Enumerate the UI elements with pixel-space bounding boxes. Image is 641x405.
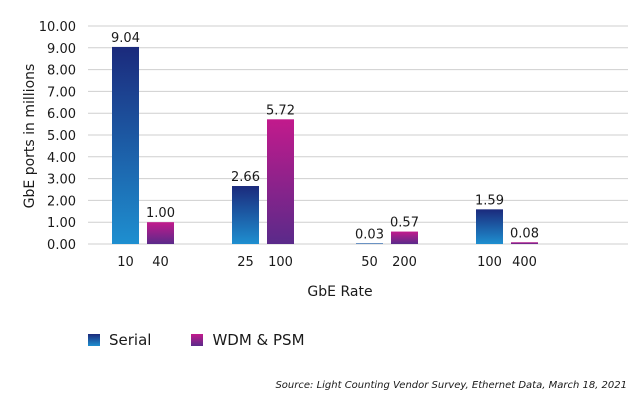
bar-value-label: 0.57 <box>390 216 419 231</box>
x-tick-label: 100 <box>268 255 293 270</box>
x-tick-label: 10 <box>117 255 134 270</box>
bar-value-label: 1.00 <box>146 206 175 221</box>
x-tick-label: 400 <box>512 255 537 270</box>
legend-swatch-serial <box>88 334 100 346</box>
legend-swatch-wdm-psm <box>191 334 204 346</box>
y-tick-label: 10.00 <box>39 20 76 35</box>
x-tick-label: 100 <box>477 255 502 270</box>
legend-item-serial: Serial <box>88 331 151 349</box>
y-tick-label: 3.00 <box>47 173 76 188</box>
y-tick-label: 1.00 <box>47 216 76 231</box>
bar-wdm-psm <box>147 222 174 244</box>
legend: Serial WDM & PSM <box>88 331 345 349</box>
x-axis-label: GbE Rate <box>307 284 372 300</box>
bar-value-label: 0.08 <box>510 226 539 241</box>
x-tick-label: 25 <box>237 255 254 270</box>
y-tick-label: 2.00 <box>47 194 76 209</box>
bar-serial <box>476 209 503 244</box>
bar-value-label: 9.04 <box>111 31 140 46</box>
source-note: Source: Light Counting Vendor Survey, Et… <box>275 380 627 391</box>
x-tick-label: 50 <box>361 255 378 270</box>
y-tick-label: 7.00 <box>47 85 76 100</box>
legend-label-wdm-psm: WDM & PSM <box>212 331 305 349</box>
bar-serial <box>232 186 259 244</box>
y-tick-label: 8.00 <box>47 64 76 79</box>
bar-value-label: 1.59 <box>475 193 504 208</box>
y-tick-label: 9.00 <box>47 42 76 57</box>
y-tick-label: 0.00 <box>47 238 76 253</box>
x-tick-label: 40 <box>152 255 169 270</box>
bar-value-label: 0.03 <box>355 227 384 242</box>
y-axis-label: GbE ports in millions <box>22 64 38 209</box>
bar-serial <box>356 243 383 244</box>
bar-value-label: 5.72 <box>266 103 295 118</box>
bar-value-label: 2.66 <box>231 170 260 185</box>
bar-wdm-psm <box>391 231 418 244</box>
legend-label-serial: Serial <box>109 331 152 349</box>
y-tick-label: 5.00 <box>47 129 76 144</box>
bar-wdm-psm <box>511 242 538 244</box>
x-tick-label: 200 <box>392 255 417 270</box>
bar-wdm-psm <box>267 119 294 244</box>
y-tick-label: 4.00 <box>47 151 76 166</box>
bar-serial <box>112 46 139 244</box>
y-tick-label: 6.00 <box>47 107 76 122</box>
legend-item-wdm-psm: WDM & PSM <box>191 331 305 349</box>
